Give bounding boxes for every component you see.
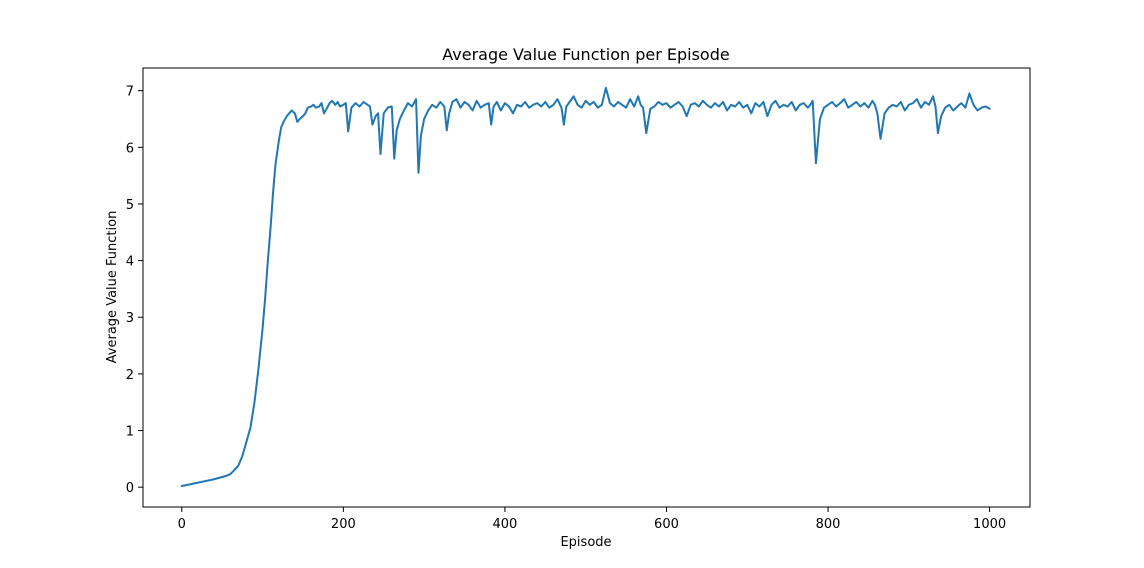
plot-area [180,86,991,488]
y-axis: 0 1 2 3 4 5 6 7 [126,85,143,496]
x-axis-label: Episode [560,535,611,550]
y-axis-label: Average Value Function [105,211,120,364]
y-tick-label: 3 [126,311,134,326]
y-tick-label: 5 [126,198,134,213]
y-tick-label: 6 [126,141,134,156]
x-axis: 0 200 400 600 800 1000 [178,507,1006,532]
y-tick-label: 1 [126,425,134,440]
y-tick-label: 4 [126,255,134,270]
series-line-0 [180,86,991,488]
chart-title: Average Value Function per Episode [442,45,729,64]
x-tick-label: 600 [654,517,679,532]
plot-frame [142,67,1031,508]
y-tick-label: 0 [126,481,134,496]
x-tick-label: 0 [178,517,186,532]
x-tick-label: 200 [331,517,356,532]
x-tick-label: 800 [816,517,841,532]
y-tick-label: 7 [126,85,134,100]
x-tick-label: 1000 [973,517,1006,532]
x-tick-label: 400 [492,517,517,532]
y-tick-label: 2 [126,368,134,383]
